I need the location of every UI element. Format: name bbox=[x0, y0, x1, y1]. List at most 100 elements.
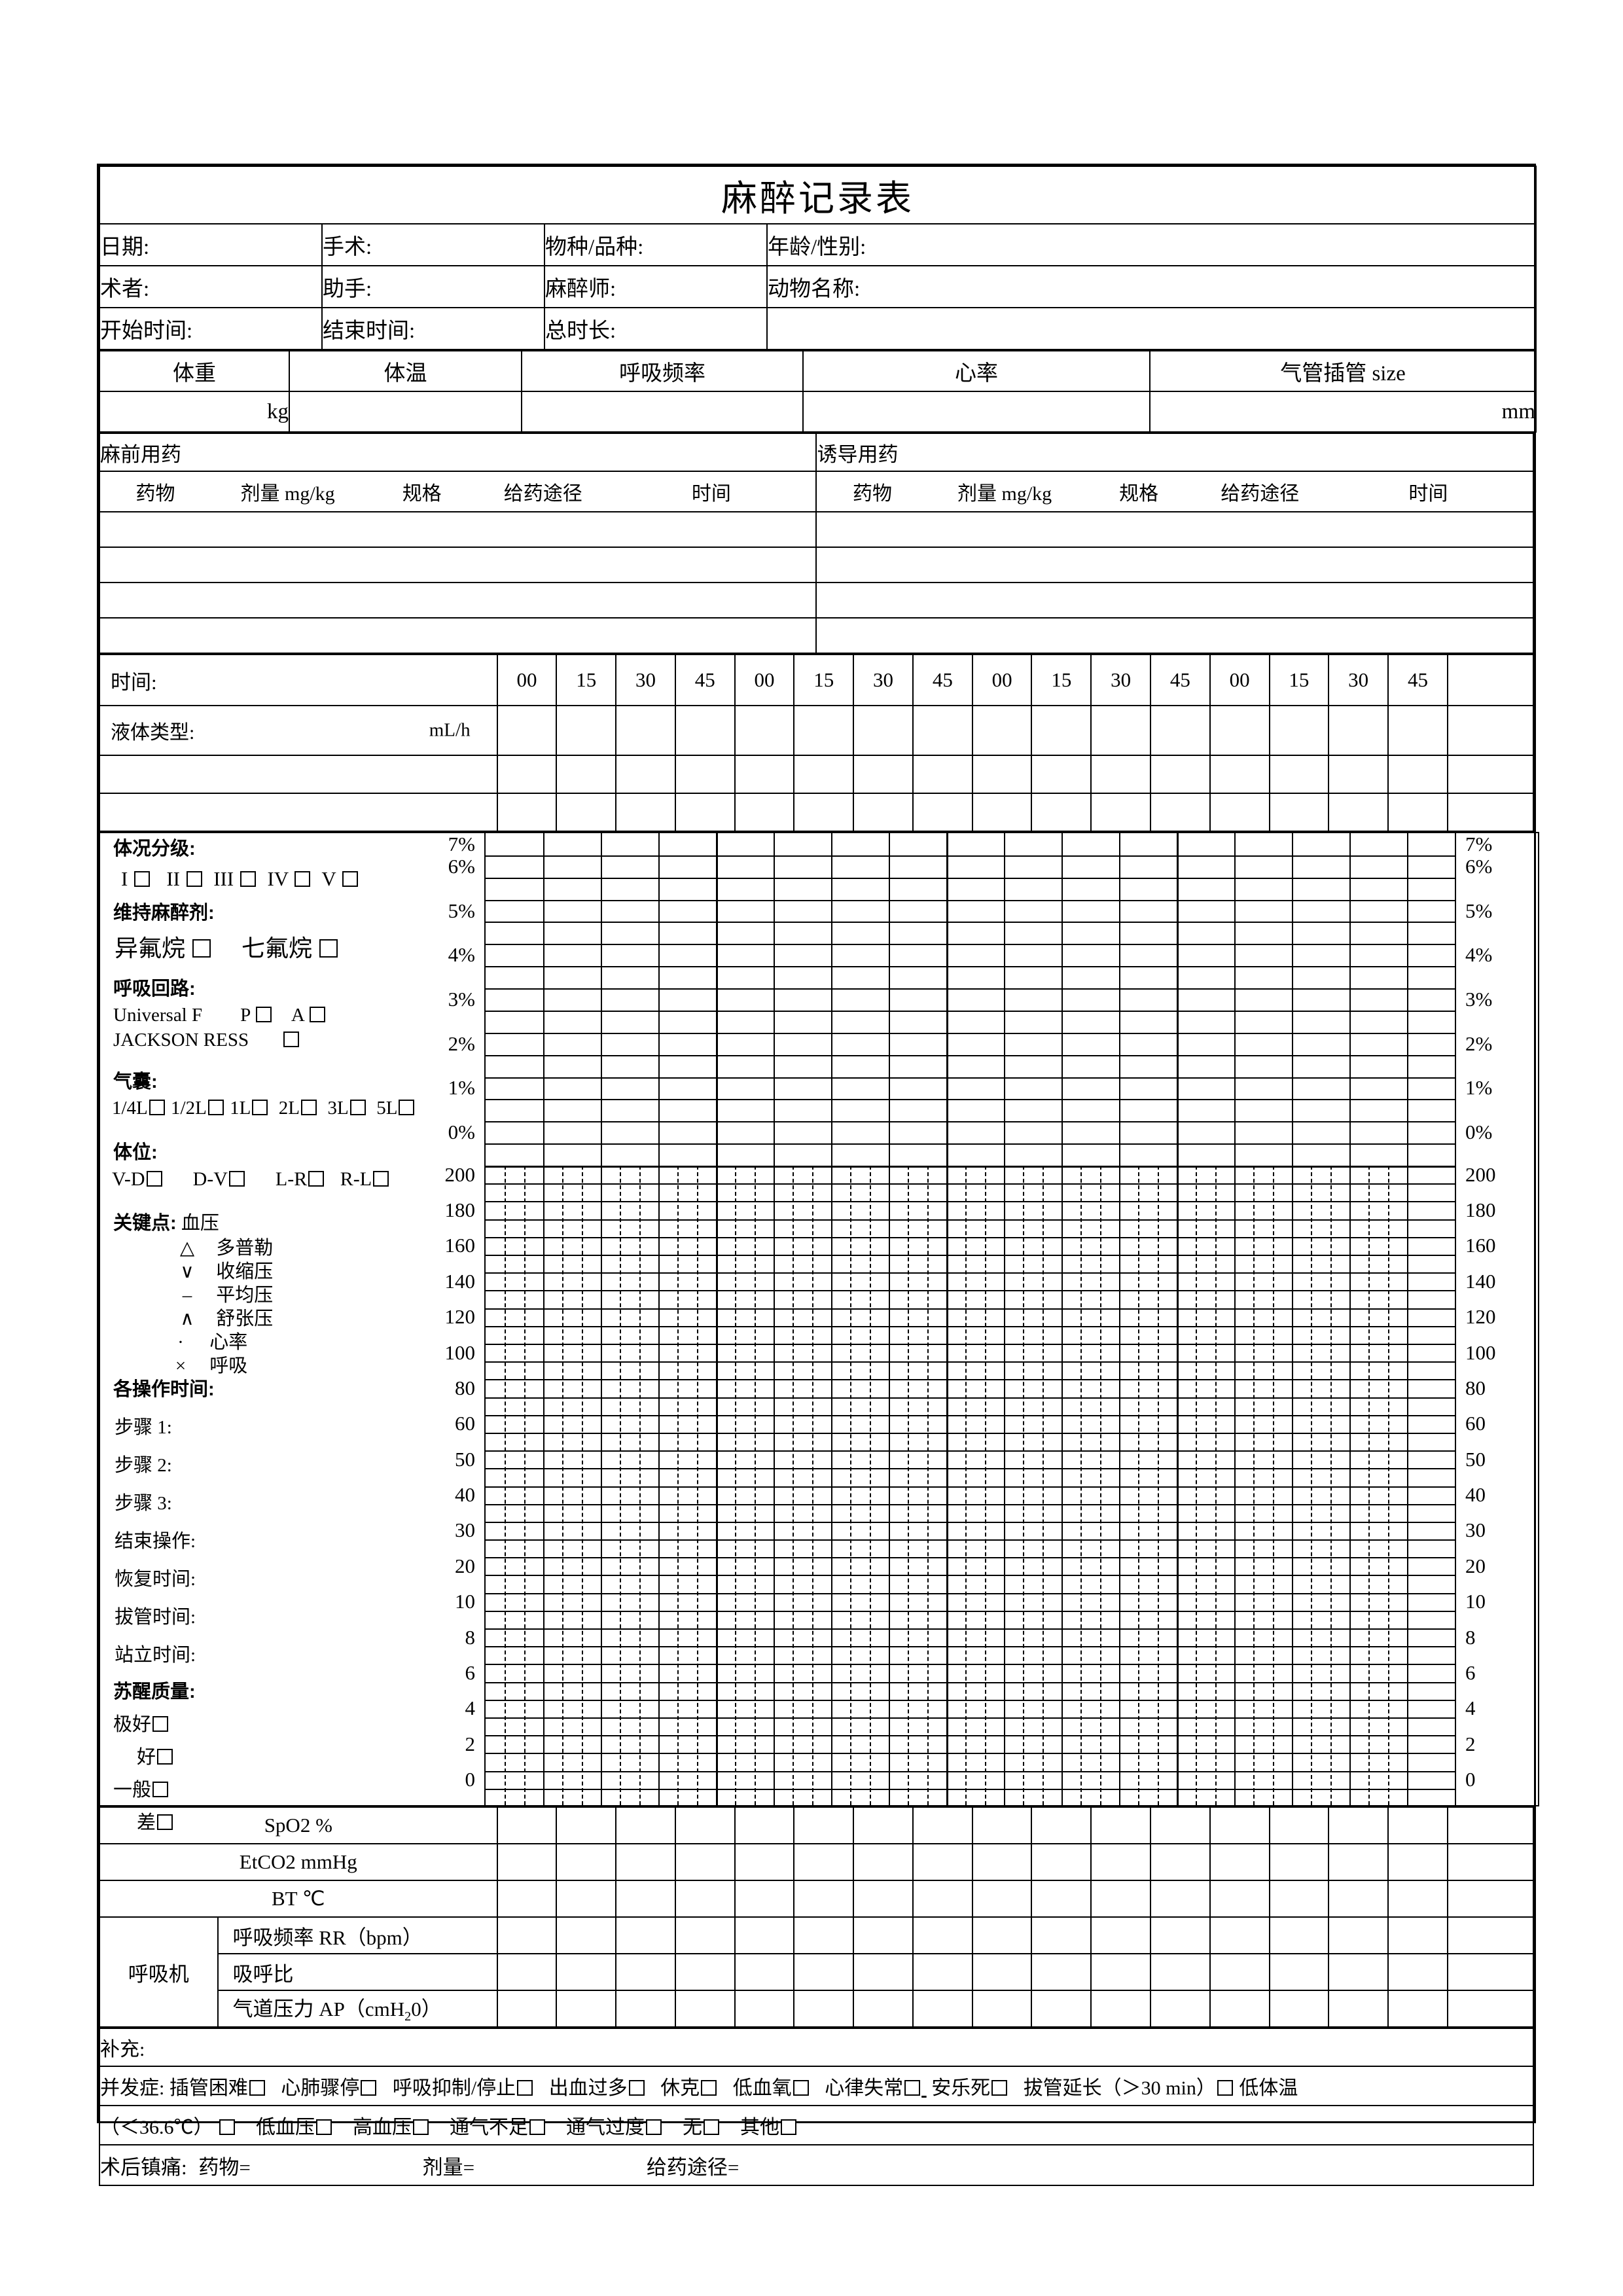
comp-checkbox-6[interactable] bbox=[793, 2080, 809, 2096]
maint-checkbox-sevo[interactable] bbox=[319, 939, 338, 958]
field-empty[interactable] bbox=[766, 307, 1537, 350]
spo2-cell[interactable] bbox=[734, 1806, 795, 1844]
field-surgery[interactable]: 手术: bbox=[321, 223, 545, 266]
fluid-blank-cell[interactable] bbox=[971, 793, 1033, 832]
recovery-option-good[interactable]: 好 bbox=[137, 1748, 174, 1767]
postop-route[interactable]: 给药途径= bbox=[646, 2155, 740, 2179]
etco2-cell[interactable] bbox=[1209, 1843, 1270, 1881]
vent-ie-cell[interactable] bbox=[853, 1953, 914, 1991]
bag-checkbox-1[interactable] bbox=[149, 1100, 165, 1115]
fluid-cell[interactable] bbox=[912, 705, 973, 756]
etco2-cell[interactable] bbox=[853, 1843, 914, 1881]
notes-row[interactable]: 补充: bbox=[99, 2028, 1534, 2067]
etco2-cell[interactable] bbox=[1268, 1843, 1330, 1881]
chart-grid[interactable] bbox=[486, 833, 1455, 1805]
vent-ap-cell[interactable] bbox=[1268, 1990, 1330, 2028]
fluid-blank-cell[interactable] bbox=[1150, 793, 1211, 832]
vent-ie-cell[interactable] bbox=[971, 1953, 1033, 1991]
spo2-cell[interactable] bbox=[971, 1806, 1033, 1844]
fluid-type-label[interactable]: 液体类型: mL/h bbox=[99, 705, 498, 756]
spo2-cell[interactable] bbox=[793, 1806, 855, 1844]
vent-rr-cell[interactable] bbox=[793, 1916, 855, 1954]
induction-entry[interactable] bbox=[815, 547, 1534, 583]
complications-line-2[interactable]: （＜36.6℃） 低血压 高血压 通气不足 通气过度 无 其他 bbox=[99, 2105, 1534, 2145]
vent-ap-cell[interactable] bbox=[734, 1990, 795, 2028]
vent-ap-cell[interactable] bbox=[1150, 1990, 1211, 2028]
vent-rr-cell[interactable] bbox=[556, 1916, 617, 1954]
vent-rr-cell[interactable] bbox=[971, 1916, 1033, 1954]
circuit-universal-row[interactable]: Universal F P A bbox=[113, 1006, 327, 1025]
fluid-cell[interactable] bbox=[1328, 705, 1389, 756]
etco2-cell[interactable] bbox=[734, 1843, 795, 1881]
recovery-option-excellent[interactable]: 极好 bbox=[113, 1715, 169, 1734]
complications-line-1[interactable]: 并发症: 插管困难 心肺骤停 呼吸抑制/停止 出血过多 休克 低血氧 心律失常 … bbox=[99, 2066, 1534, 2106]
fluid-blank-cell[interactable] bbox=[496, 793, 558, 832]
vitals-value-hr[interactable] bbox=[802, 391, 1150, 433]
fluid-blank-label[interactable] bbox=[99, 755, 498, 794]
vent-ap-cell[interactable] bbox=[674, 1990, 736, 2028]
spo2-cell[interactable] bbox=[1031, 1806, 1092, 1844]
vent-ap-cell[interactable] bbox=[853, 1990, 914, 2028]
comp-checkbox-8[interactable] bbox=[991, 2080, 1008, 2096]
fluid-blank-cell[interactable] bbox=[1446, 793, 1535, 832]
vent-ie-cell[interactable] bbox=[1031, 1953, 1092, 1991]
vent-ap-cell[interactable] bbox=[1031, 1990, 1092, 2028]
bag-checkbox-3[interactable] bbox=[252, 1100, 268, 1115]
vitals-value-ett-size[interactable]: mm bbox=[1149, 391, 1537, 433]
asa-checkbox-3[interactable] bbox=[240, 871, 256, 887]
vent-rr-cell[interactable] bbox=[1031, 1916, 1092, 1954]
fluid-blank-cell[interactable] bbox=[1387, 793, 1448, 832]
comp-checkbox-hypothermia[interactable] bbox=[219, 2119, 235, 2135]
comp-checkbox-5[interactable] bbox=[701, 2080, 717, 2096]
etco2-cell[interactable] bbox=[1387, 1843, 1448, 1881]
etco2-cell[interactable] bbox=[556, 1843, 617, 1881]
ops-end[interactable]: 结束操作: bbox=[115, 1531, 196, 1552]
spo2-cell[interactable] bbox=[912, 1806, 973, 1844]
vent-ie-cell[interactable] bbox=[793, 1953, 855, 1991]
position-checkbox-dv[interactable] bbox=[228, 1171, 245, 1187]
fluid-blank-cell[interactable] bbox=[1090, 755, 1151, 794]
medication-row[interactable] bbox=[98, 547, 1534, 583]
fluid-cell[interactable] bbox=[1031, 705, 1092, 756]
bt-cell[interactable] bbox=[1328, 1880, 1389, 1918]
field-date[interactable]: 日期: bbox=[99, 223, 323, 266]
position-options[interactable]: V-D D-V L-R R-L bbox=[112, 1170, 390, 1189]
vent-ie-cell[interactable] bbox=[674, 1953, 736, 1991]
spo2-cell[interactable] bbox=[674, 1806, 736, 1844]
fluid-blank-cell[interactable] bbox=[556, 793, 617, 832]
bt-cell[interactable] bbox=[971, 1880, 1033, 1918]
vent-ap-cell[interactable] bbox=[1328, 1990, 1389, 2028]
medication-row[interactable] bbox=[98, 582, 1534, 619]
vent-ap-cell[interactable] bbox=[1209, 1990, 1270, 2028]
recovery-checkbox-fair[interactable] bbox=[152, 1782, 169, 1797]
fluid-blank-cell[interactable] bbox=[1031, 755, 1092, 794]
vent-ap-cell[interactable] bbox=[971, 1990, 1033, 2028]
bt-cell[interactable] bbox=[496, 1880, 558, 1918]
fluid-blank-cell[interactable] bbox=[853, 793, 914, 832]
premed-entry[interactable] bbox=[98, 582, 817, 619]
bt-cell[interactable] bbox=[1268, 1880, 1330, 1918]
vent-ie-cell[interactable] bbox=[496, 1953, 558, 1991]
ops-step-1[interactable]: 步骤 1: bbox=[115, 1417, 172, 1438]
induction-entry[interactable] bbox=[815, 511, 1534, 548]
fluid-blank-cell[interactable] bbox=[674, 755, 736, 794]
comp-checkbox-1[interactable] bbox=[249, 2080, 265, 2096]
bt-cell[interactable] bbox=[793, 1880, 855, 1918]
ops-extubation-time[interactable]: 拔管时间: bbox=[115, 1607, 196, 1628]
postop-drug[interactable]: 药物= bbox=[198, 2155, 251, 2179]
vent-ap-cell[interactable] bbox=[556, 1990, 617, 2028]
fluid-cell[interactable] bbox=[615, 705, 676, 756]
vent-ie-cell[interactable] bbox=[1090, 1953, 1151, 1991]
fluid-blank-cell[interactable] bbox=[1150, 755, 1211, 794]
vent-ie-cell[interactable] bbox=[615, 1953, 676, 1991]
comp-checkbox-11[interactable] bbox=[529, 2119, 545, 2135]
fluid-blank-cell[interactable] bbox=[734, 793, 795, 832]
field-anesthetist[interactable]: 麻醉师: bbox=[544, 265, 768, 308]
bag-checkbox-5[interactable] bbox=[349, 1100, 366, 1115]
chart-grid-area[interactable] bbox=[484, 832, 1456, 1806]
bt-cell[interactable] bbox=[1090, 1880, 1151, 1918]
vent-ap-cell[interactable] bbox=[1090, 1990, 1151, 2028]
ops-step-3[interactable]: 步骤 3: bbox=[115, 1493, 172, 1514]
fluid-blank-cell[interactable] bbox=[793, 755, 855, 794]
fluid-blank-cell[interactable] bbox=[912, 793, 973, 832]
